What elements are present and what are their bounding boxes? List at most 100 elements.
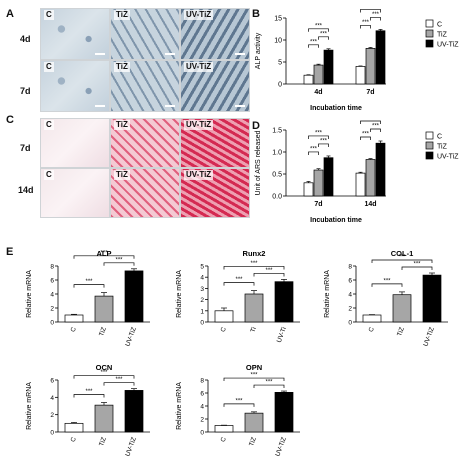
- significance-bracket: [360, 9, 381, 13]
- significance-label: ***: [115, 377, 123, 383]
- micrograph-label: UV-TiZ: [184, 120, 214, 130]
- chart-e-opn: 0 2 4 6 8 OPN Relative mRNA C TiZ UV-TiZ *** *** ***: [176, 363, 300, 457]
- bar: [365, 159, 376, 197]
- bar: [124, 390, 144, 433]
- scale-bar: [235, 53, 245, 55]
- scale-bar: [165, 53, 175, 55]
- bar: [214, 425, 234, 433]
- x-tick-label: C: [70, 436, 78, 443]
- scale-bar: [235, 105, 245, 107]
- significance-bracket: [223, 266, 285, 270]
- micrograph-a-7d-tiz: TiZ: [110, 60, 180, 112]
- chart-title: OCN: [96, 363, 113, 372]
- micrograph-label: UV-TiZ: [184, 170, 214, 180]
- x-tick-label: TiZ: [98, 326, 108, 337]
- significance-bracket: [308, 151, 319, 155]
- y-tick-label: 0: [348, 320, 352, 327]
- scale-bar: [95, 105, 105, 107]
- bar: [244, 293, 264, 323]
- significance-label: ***: [413, 262, 421, 268]
- legend-label: UV-TiZ: [437, 42, 459, 49]
- chart-e-ocn: 0 2 4 6 OCN Relative mRNA C TiZ UV-TiZ *** *** ***: [26, 363, 150, 457]
- significance-label: ***: [100, 250, 108, 256]
- micrograph-c-7d-uvtiz: UV-TiZ: [180, 118, 250, 168]
- x-tick-label: C: [220, 436, 228, 443]
- x-tick-label: 14d: [364, 201, 376, 208]
- y-tick-label: 4: [50, 292, 54, 299]
- y-tick-label: 4: [200, 404, 204, 411]
- y-tick-label: 0: [200, 430, 204, 437]
- y-tick-label: 0.5: [272, 172, 282, 179]
- x-axis-label: Incubation time: [310, 105, 362, 112]
- legend-label: TiZ: [437, 144, 448, 151]
- bar: [303, 182, 314, 197]
- micrograph-label: TiZ: [114, 170, 130, 180]
- legend-label: C: [437, 134, 442, 141]
- chart-title: Runx2: [243, 249, 266, 258]
- chart-e-runx2: 0 1 2 3 4 5 Runx2 Relative mRNA C Ti UV-Ti *** *** **…: [176, 249, 300, 344]
- significance-bracket: [370, 17, 381, 21]
- significance-bracket: [360, 120, 381, 124]
- y-axis-label: Relative mRNA: [26, 270, 33, 318]
- y-tick-label: 6: [50, 378, 54, 385]
- micrograph-label: C: [44, 120, 54, 130]
- legend-swatch: [425, 131, 434, 140]
- significance-label: ***: [235, 398, 243, 404]
- panel-letter-e: E: [6, 246, 14, 258]
- bar: [323, 49, 334, 85]
- significance-bracket: [103, 262, 135, 266]
- significance-bracket: [308, 44, 319, 48]
- significance-bracket: [103, 382, 135, 386]
- significance-label: ***: [250, 261, 258, 267]
- significance-label: ***: [115, 257, 123, 263]
- bar: [355, 172, 366, 197]
- y-tick-label: 3: [200, 286, 204, 293]
- x-tick-label: UV-TiZ: [422, 326, 435, 347]
- y-tick-label: 8: [50, 264, 54, 271]
- x-tick-label: UV-TiZ: [274, 436, 287, 457]
- y-tick-label: 2: [348, 306, 352, 313]
- legend-swatch: [425, 29, 434, 38]
- bar: [244, 412, 264, 433]
- significance-label: ***: [310, 146, 318, 152]
- row-label-7d: 7d: [20, 86, 31, 96]
- y-axis-label: ALP activity: [255, 32, 262, 69]
- significance-label: ***: [372, 12, 380, 18]
- y-tick-label: 1: [200, 308, 204, 315]
- micrograph-a-7d-uvtiz: UV-TiZ: [180, 60, 250, 112]
- bar: [124, 270, 144, 323]
- x-tick-label: C: [220, 326, 228, 333]
- significance-bracket: [73, 255, 135, 259]
- micrograph-label: TiZ: [114, 10, 130, 20]
- scale-bar: [95, 53, 105, 55]
- y-tick-label: 4: [50, 395, 54, 402]
- legend-label: C: [437, 22, 442, 29]
- legend-label: UV-TiZ: [437, 154, 459, 161]
- y-tick-label: 0: [50, 320, 54, 327]
- significance-bracket: [360, 136, 371, 140]
- y-tick-label: 2: [50, 306, 54, 313]
- significance-label: ***: [383, 278, 391, 284]
- bar: [355, 66, 366, 85]
- y-tick-label: 2: [50, 412, 54, 419]
- x-tick-label: UV-TiZ: [124, 326, 137, 347]
- bar: [303, 74, 314, 85]
- y-tick-label: 2: [200, 297, 204, 304]
- bar: [313, 169, 324, 197]
- significance-bracket: [370, 128, 381, 132]
- legend-swatch: [425, 151, 434, 160]
- y-tick-label: 0.0: [272, 194, 282, 201]
- x-tick-label: 7d: [314, 201, 322, 208]
- significance-label: ***: [315, 23, 323, 29]
- bar: [313, 64, 324, 85]
- micrograph-label: C: [44, 62, 54, 72]
- y-axis-label: Relative mRNA: [26, 382, 33, 430]
- scale-bar: [165, 105, 175, 107]
- legend-swatch: [425, 19, 434, 28]
- x-tick-label: C: [368, 326, 376, 333]
- significance-bracket: [253, 273, 285, 277]
- legend-label: TiZ: [437, 32, 448, 39]
- significance-label: ***: [235, 277, 243, 283]
- panel-letter-d: D: [252, 120, 260, 132]
